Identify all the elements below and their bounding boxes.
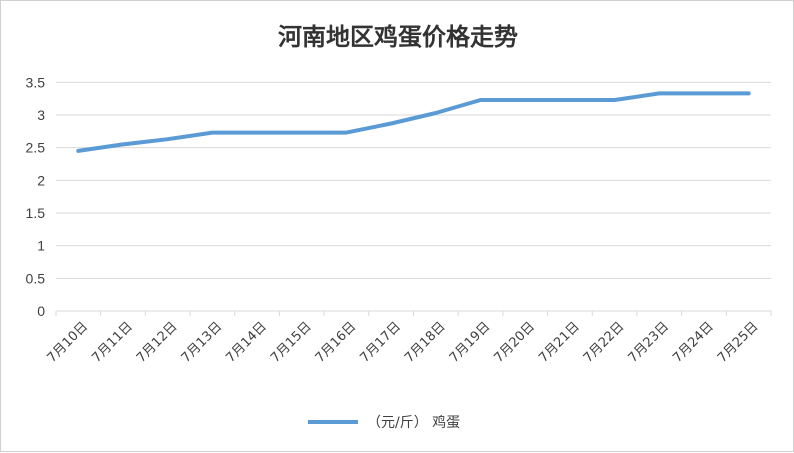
series-line [76, 91, 751, 153]
y-tick-label: 2.5 [26, 140, 46, 156]
y-tick-label: 2 [37, 172, 45, 188]
y-tick-label: 3 [37, 107, 45, 123]
x-tick-label: 7月11日 [89, 319, 136, 366]
x-tick-label: 7月23日 [626, 319, 673, 366]
legend: （元/斤） 鸡蛋 [308, 414, 460, 431]
x-tick-label: 7月19日 [447, 319, 494, 366]
y-tick-label: 0 [37, 303, 45, 319]
legend-label: （元/斤） 鸡蛋 [367, 414, 460, 431]
series-layer [76, 91, 751, 153]
x-tick-label: 7月18日 [402, 319, 449, 366]
x-tick-label: 7月15日 [268, 319, 315, 366]
chart-title: 河南地区鸡蛋价格走势 [278, 22, 518, 51]
x-tick-label: 7月13日 [179, 319, 226, 366]
x-axis-ticks: 7月10日7月11日7月12日7月13日7月14日7月15日7月16日7月17日… [45, 311, 772, 366]
y-tick-label: 3.5 [26, 74, 46, 90]
x-tick-label: 7月20日 [491, 319, 538, 366]
x-tick-label: 7月25日 [715, 319, 762, 366]
x-tick-label: 7月12日 [134, 319, 181, 366]
x-tick-label: 7月10日 [45, 319, 92, 366]
x-tick-label: 7月14日 [223, 319, 270, 366]
x-tick-label: 7月22日 [581, 319, 628, 366]
x-tick-label: 7月24日 [670, 319, 717, 366]
x-tick-label: 7月17日 [357, 319, 404, 366]
gridlines [56, 81, 771, 312]
y-tick-label: 0.5 [26, 270, 46, 286]
y-axis-ticks: 0 0.5 1 1.5 2 2.5 3 3.5 [26, 74, 46, 319]
x-tick-label: 7月16日 [313, 319, 360, 366]
y-tick-label: 1.5 [26, 205, 46, 221]
y-tick-label: 1 [37, 238, 45, 254]
x-tick-label: 7月21日 [536, 319, 583, 366]
